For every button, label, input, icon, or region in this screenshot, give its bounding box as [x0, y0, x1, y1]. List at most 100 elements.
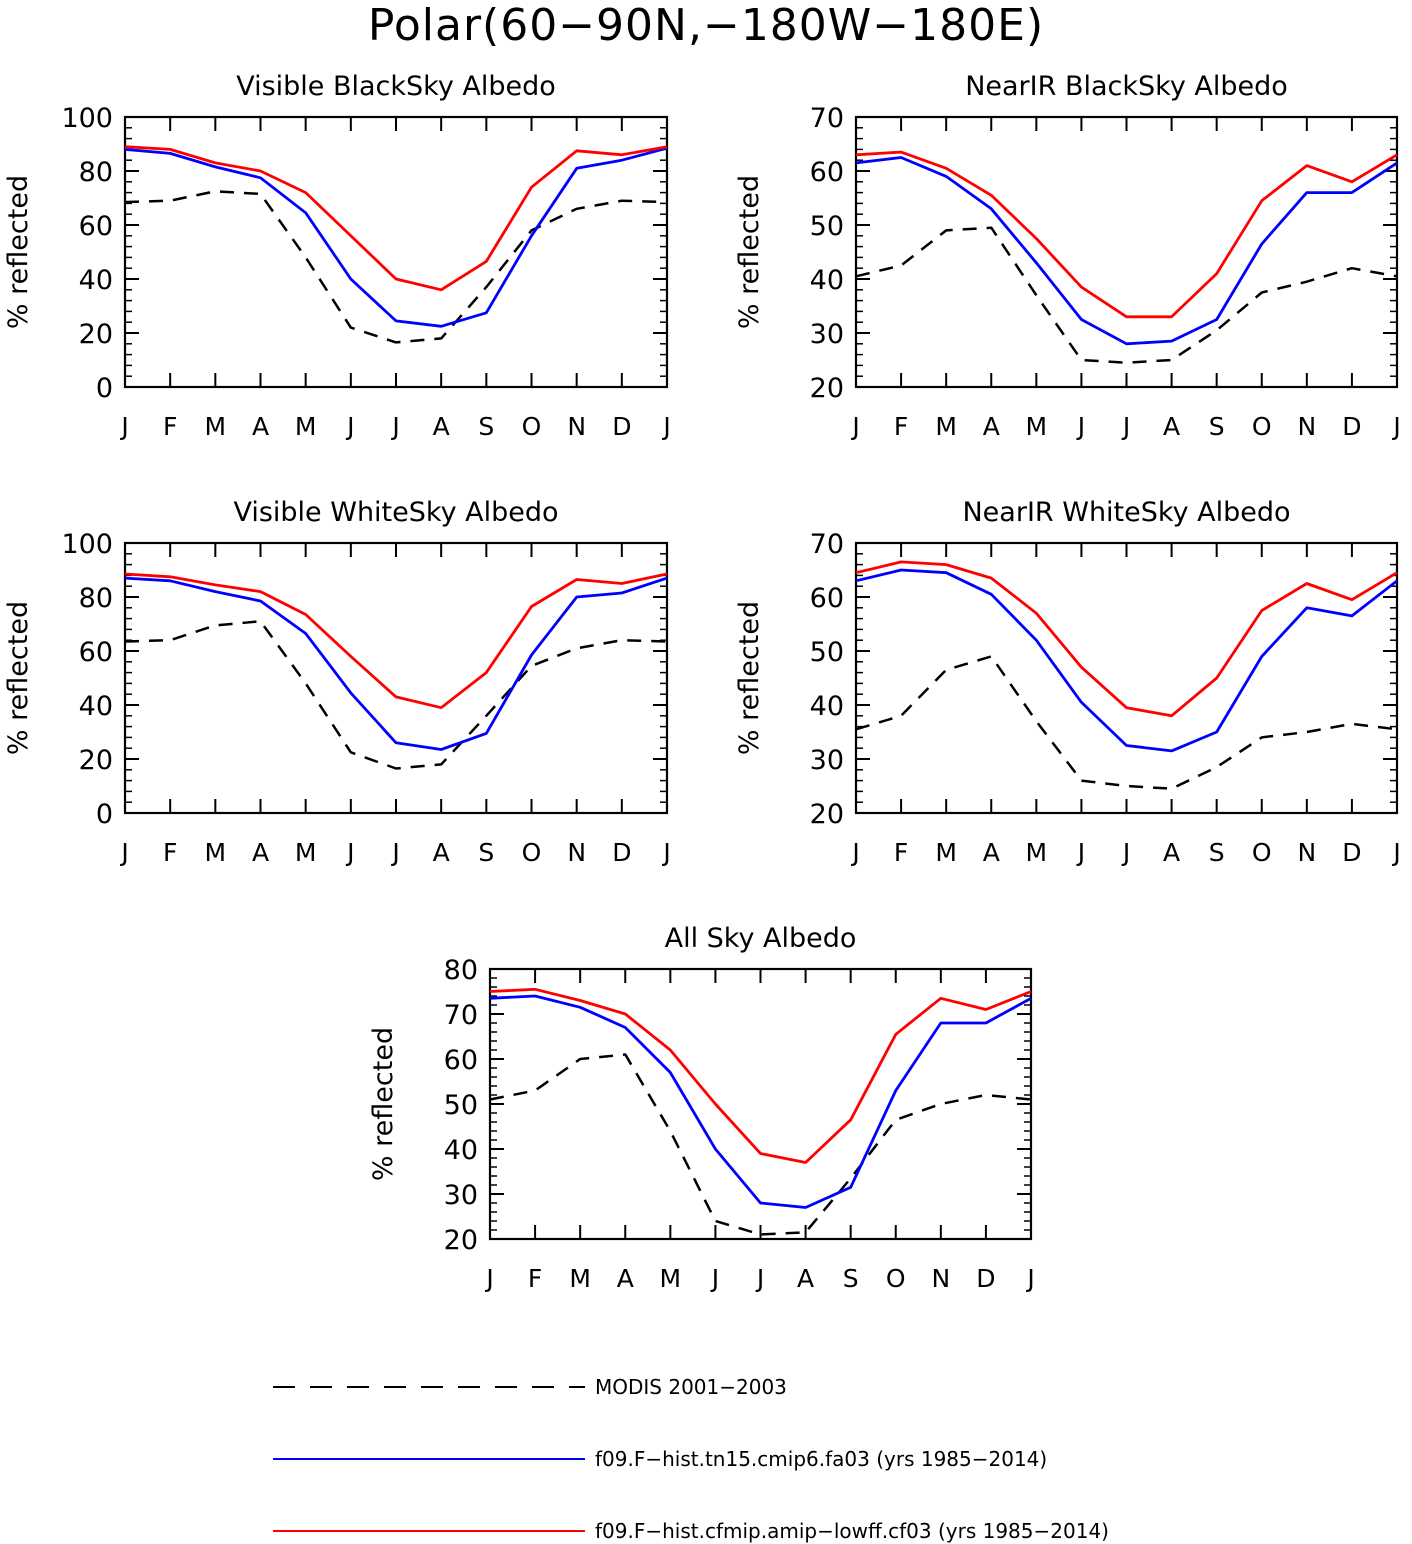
panel-4-xtick-label: M	[935, 838, 957, 867]
panel-1-xtick-label: S	[478, 412, 494, 441]
panel-2-xtick-label: J	[1121, 412, 1130, 441]
panel-2-ytick-label: 60	[810, 157, 844, 188]
panel-2-xtick-label: A	[983, 412, 1000, 441]
panel-4-ytick-label: 40	[810, 691, 844, 722]
panel-4-xtick-label: J	[850, 838, 859, 867]
panel-2-xtick-label: J	[1391, 412, 1400, 441]
panel-1-ytick-label: 80	[79, 157, 113, 188]
panel-2-series-tn15-line	[855, 156, 1398, 346]
panel-4-ylabel: % reflected	[734, 601, 765, 755]
panel-3-xtick-label: D	[612, 838, 631, 867]
panel-5-xtick-label: F	[528, 1264, 542, 1293]
panel-4-title: NearIR WhiteSky Albedo	[962, 497, 1290, 528]
panel-5-xtick-label: A	[617, 1264, 634, 1293]
panel-4-xtick-label: J	[1121, 838, 1130, 867]
panel-5-ylabel: % reflected	[368, 1027, 399, 1181]
panel-3-title: Visible WhiteSky Albedo	[233, 497, 558, 528]
panel-5-series-tn15-line	[489, 994, 1032, 1209]
panel-2-xtick-label: A	[1163, 412, 1180, 441]
panel-5-xtick-label: N	[931, 1264, 950, 1293]
panel-4-ytick-label: 50	[810, 637, 844, 668]
panel-4-xtick-label: F	[894, 838, 908, 867]
panel-4-series-tn15-line	[855, 568, 1398, 753]
panel-4-xtick-label: S	[1209, 838, 1225, 867]
panel-1-ylabel: % reflected	[3, 175, 34, 329]
panel-3-ylabel: % reflected	[3, 601, 34, 755]
panel-2-xtick-label: S	[1209, 412, 1225, 441]
panel-4-xtick-label: J	[1391, 838, 1400, 867]
panel-1-xtick-label: J	[119, 412, 128, 441]
panel-4-ytick-label: 60	[810, 583, 844, 614]
panel-2-title: NearIR BlackSky Albedo	[965, 71, 1288, 102]
panel-1-xtick-label: A	[433, 412, 450, 441]
panel-2-xtick-label: J	[850, 412, 859, 441]
panel-5-ytick-label: 60	[444, 1045, 478, 1076]
panel-5-xtick-label: D	[976, 1264, 995, 1293]
panel-2-ytick-label: 40	[810, 265, 844, 296]
panel-4-series-lowff-line	[855, 560, 1398, 718]
panel-1-xtick-label: F	[163, 412, 177, 441]
panel-1-series-modis-line	[124, 190, 668, 344]
panel-5-xtick-label: M	[569, 1264, 591, 1293]
panel-5-xtick-label: M	[660, 1264, 682, 1293]
panel-3-ytick-label: 100	[61, 529, 113, 560]
panel-1-xtick-label: O	[522, 412, 542, 441]
panel-2-ytick-label: 20	[810, 373, 844, 404]
panel-3-xtick-label: J	[119, 838, 128, 867]
panel-2-xtick-label: O	[1252, 412, 1272, 441]
panel-2-series-modis-line	[855, 226, 1398, 364]
panel-1-xtick-label: A	[252, 412, 269, 441]
panel-5-ytick-label: 80	[444, 955, 478, 986]
panel-5-ytick-label: 50	[444, 1090, 478, 1121]
panel-2-series-lowff-line	[855, 150, 1398, 319]
panel-3-xtick-label: A	[433, 838, 450, 867]
panel-3-series-tn15-line	[124, 576, 668, 751]
panel-1-ytick-label: 20	[79, 319, 113, 350]
panel-4-xtick-label: J	[1076, 838, 1085, 867]
panel-3-ytick-label: 40	[79, 691, 113, 722]
legend-label-1: MODIS 2001−2003	[595, 1375, 787, 1399]
panel-1-series-tn15-line	[124, 146, 668, 328]
panel-3-xtick-label: M	[205, 838, 227, 867]
panel-2-ylabel: % reflected	[734, 175, 765, 329]
panel-4-ytick-label: 30	[810, 745, 844, 776]
panel-1-xtick-label: D	[612, 412, 631, 441]
panel-1-ytick-label: 60	[79, 211, 113, 242]
panel-5-xtick-label: J	[710, 1264, 719, 1293]
panel-1-ytick-label: 0	[96, 373, 113, 404]
panel-3-ytick-label: 60	[79, 637, 113, 668]
legend-label-2: f09.F−hist.tn15.cmip6.fa03 (yrs 1985−201…	[595, 1447, 1047, 1471]
panel-1-ytick-label: 100	[61, 103, 113, 134]
panel-1-xtick-label: M	[295, 412, 317, 441]
panel-4-series-modis-line	[855, 655, 1398, 790]
panel-1-xtick-label: J	[345, 412, 354, 441]
panel-1-xtick-label: J	[661, 412, 670, 441]
panel-5-ytick-label: 70	[444, 1000, 478, 1031]
panel-5-ytick-label: 30	[444, 1180, 478, 1211]
panel-1-xtick-label: N	[567, 412, 586, 441]
panel-5-ytick-label: 20	[444, 1225, 478, 1256]
panel-5-xtick-label: A	[797, 1264, 814, 1293]
panel-4-ytick-label: 20	[810, 799, 844, 830]
panel-4-xtick-label: A	[1163, 838, 1180, 867]
panel-1-xtick-label: M	[205, 412, 227, 441]
panel-5-ytick-label: 40	[444, 1135, 478, 1166]
figure-title: Polar(60−90N,−180W−180E)	[367, 0, 1045, 51]
panel-3-series-modis-line	[124, 620, 668, 770]
panel-3-ytick-label: 80	[79, 583, 113, 614]
panel-2-xtick-label: M	[1026, 412, 1048, 441]
panel-3-ytick-label: 20	[79, 745, 113, 776]
panel-2-frame	[854, 115, 1399, 389]
panel-3-xtick-label: O	[522, 838, 542, 867]
panel-4-xtick-label: N	[1297, 838, 1316, 867]
panel-3-xtick-label: M	[295, 838, 317, 867]
panel-5-frame	[488, 967, 1033, 1241]
panel-3-xtick-label: S	[478, 838, 494, 867]
panel-3-xtick-label: J	[390, 838, 399, 867]
panel-3-series-lowff-line	[124, 572, 668, 710]
panel-4-ytick-label: 70	[810, 529, 844, 560]
panel-2-xtick-label: J	[1076, 412, 1085, 441]
panel-1-series-lowff-line	[124, 145, 668, 292]
panel-4-xtick-label: D	[1342, 838, 1361, 867]
